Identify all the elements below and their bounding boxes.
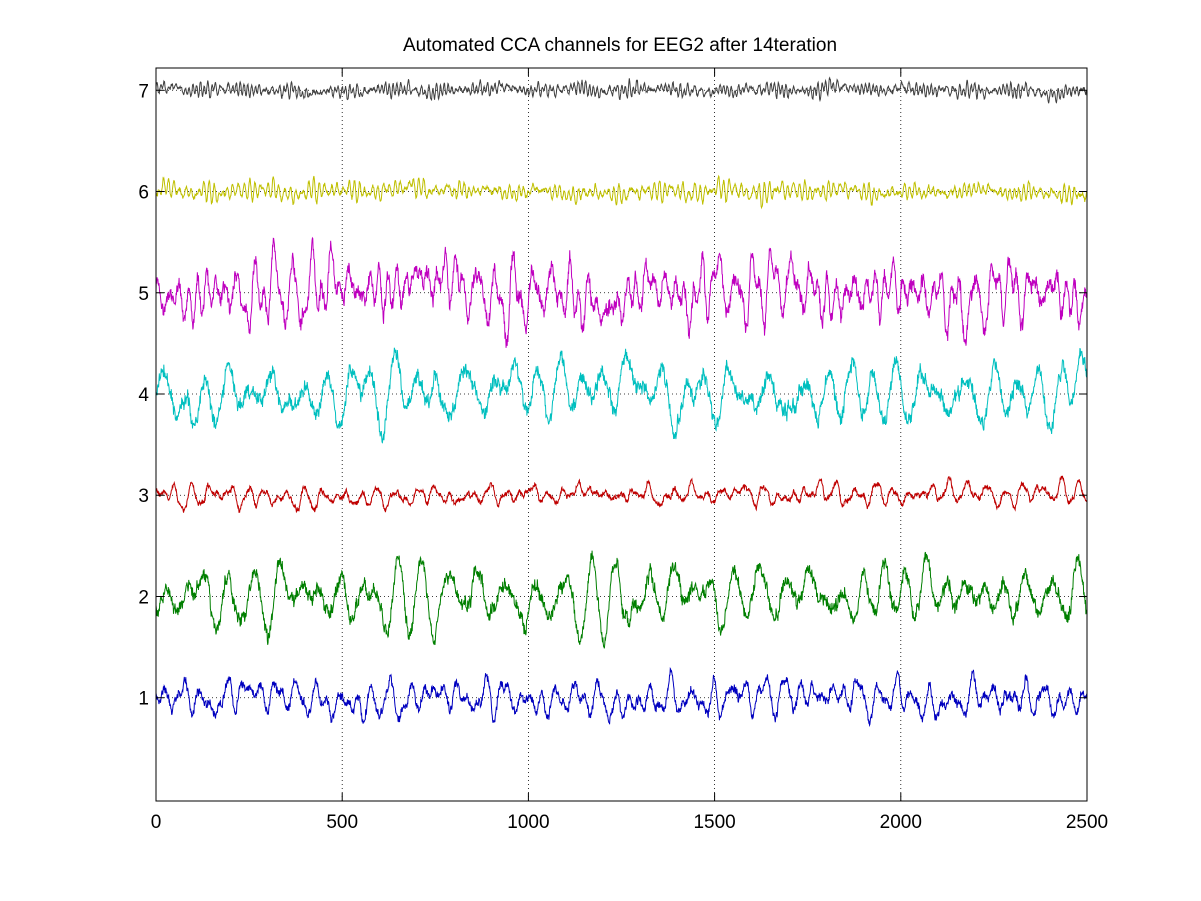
- channel-3-line: [155, 475, 1088, 514]
- x-tick-label: 1000: [507, 812, 549, 833]
- x-tick-label: 500: [326, 812, 358, 833]
- y-tick-label: 4: [138, 385, 149, 406]
- channel-4-line: [155, 347, 1088, 444]
- chart-title: Automated CCA channels for EEG2 after 14…: [403, 35, 837, 56]
- y-tick-label: 6: [138, 183, 149, 204]
- x-tick-label: 1500: [693, 812, 735, 833]
- channel-1-line: [155, 667, 1088, 728]
- x-tick-label: 2000: [880, 812, 922, 833]
- axes-box: [155, 67, 1088, 802]
- x-tick-label: 2500: [1066, 812, 1108, 833]
- channel-5-line: [155, 236, 1088, 348]
- channel-7-line: [155, 76, 1088, 104]
- y-tick-label: 7: [138, 81, 149, 102]
- channel-2-line: [155, 550, 1088, 649]
- y-tick-label: 2: [138, 587, 149, 608]
- series-group: [155, 76, 1088, 728]
- ticks: 0 500 1000 1500 2000 2500 1 2 3 4 5 6 7: [138, 68, 1108, 833]
- y-tick-label: 5: [138, 284, 149, 305]
- plot-area: [156, 68, 1087, 801]
- y-tick-label: 3: [138, 486, 149, 507]
- channel-6-line: [155, 174, 1088, 210]
- y-tick-label: 1: [138, 689, 149, 710]
- x-tick-label: 0: [151, 812, 162, 833]
